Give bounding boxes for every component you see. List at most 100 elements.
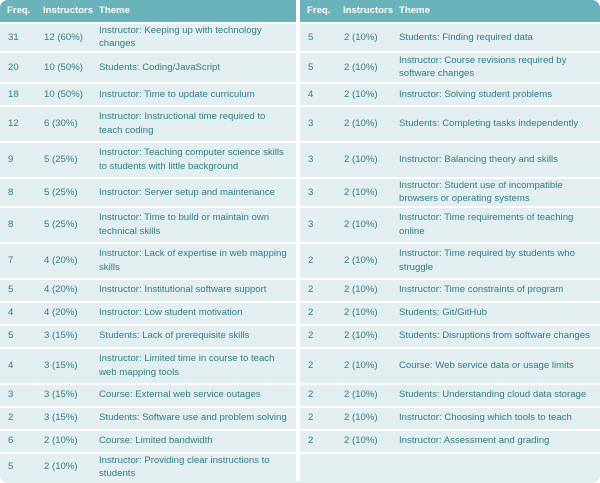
right-freq-cell: 5 <box>308 31 314 43</box>
column-gap <box>296 82 300 106</box>
left-instructors-cell: 3 (15%) <box>44 359 78 371</box>
left-instructors-cell: 5 (25%) <box>44 186 78 198</box>
right-instructors-cell: 2 (10%) <box>344 186 378 198</box>
right-theme-cell: Students: Git/GitHub <box>399 307 487 319</box>
left-theme-cell: Students: Lack of prerequisite skills <box>99 330 250 342</box>
left-instructors-cell: 2 (10%) <box>44 461 78 473</box>
empty-cell <box>300 452 600 481</box>
table-row: 7 4 (20%) Instructor: Lack of expertise in… <box>0 242 600 279</box>
left-freq-cell: 12 <box>8 118 19 130</box>
right-instructors-cell: 2 (10%) <box>344 307 378 319</box>
column-gap <box>296 347 300 384</box>
left-theme-cell: Instructor: Instructional time required … <box>99 111 266 136</box>
column-gap <box>296 105 300 142</box>
right-instructors-cell: 2 (10%) <box>344 218 378 230</box>
right-freq-cell: 5 <box>308 61 314 73</box>
left-theme-cell: Students: Software use and problem solvi… <box>99 412 287 424</box>
header-freq: Freq. <box>0 0 36 23</box>
left-theme-cell: Instructor: Time to update curriculum <box>99 88 255 100</box>
right-theme-cell: Instructor: Assessment and grading <box>399 435 550 447</box>
column-gap <box>296 452 300 481</box>
right-instructors-cell: 2 (10%) <box>344 284 378 296</box>
left-theme-cell: Instructor: Keeping up with technology c… <box>99 25 262 50</box>
right-freq-cell: 3 <box>308 118 314 130</box>
left-instructors-cell: 2 (10%) <box>44 435 78 447</box>
table-row: 3 3 (15%) Course: External web service out… <box>0 383 600 407</box>
right-instructors-cell: 2 (10%) <box>344 254 378 266</box>
left-instructors-cell: 3 (15%) <box>44 412 78 424</box>
right-theme-cell: Instructor: Solving student problems <box>399 88 553 100</box>
left-instructors-cell: 12 (60%) <box>44 31 83 43</box>
left-instructors-cell: 3 (15%) <box>44 389 78 401</box>
right-freq-cell: 2 <box>308 330 314 342</box>
column-gap <box>296 141 300 178</box>
left-theme-cell: Instructor: Providing clear instructions… <box>99 454 270 480</box>
left-instructors-cell: 10 (50%) <box>44 88 83 100</box>
left-freq-cell: 2 <box>8 412 14 424</box>
column-gap <box>296 242 300 279</box>
left-freq-cell: 8 <box>8 218 14 230</box>
right-instructors-cell: 2 (10%) <box>344 61 378 73</box>
right-instructors-cell: 2 (10%) <box>344 389 378 401</box>
right-theme-cell: Course: Web service data or usage limits <box>399 359 574 371</box>
left-freq-cell: 5 <box>8 284 14 296</box>
column-gap <box>296 301 300 325</box>
left-theme-cell: Instructor: Lack of expertise in web map… <box>99 248 287 273</box>
left-instructors-cell: 5 (25%) <box>44 218 78 230</box>
right-freq-cell: 2 <box>308 412 314 424</box>
left-freq-cell: 6 <box>8 435 14 447</box>
right-theme-cell: Instructor: Course revisions required by… <box>399 54 567 80</box>
left-instructors-cell: 10 (50%) <box>44 61 83 73</box>
table-row: 9 5 (25%) Instructor: Teaching computer sc… <box>0 141 600 178</box>
table-row: 5 2 (10%) Instructor: Providing clear inst… <box>0 452 600 481</box>
right-theme-cell: Instructor: Choosing which tools to teac… <box>399 412 572 424</box>
right-instructors-cell: 2 (10%) <box>344 118 378 130</box>
right-freq-cell: 2 <box>308 435 314 447</box>
left-freq-cell: 5 <box>8 461 14 473</box>
left-freq-cell: 20 <box>8 61 19 73</box>
left-theme-cell: Instructor: Institutional software suppo… <box>99 284 267 296</box>
right-theme-cell: Students: Finding required data <box>399 31 533 43</box>
left-freq-cell: 9 <box>8 154 14 166</box>
left-theme-cell: Instructor: Time to build or maintain ow… <box>99 212 270 237</box>
left-instructors-cell: 4 (20%) <box>44 307 78 319</box>
left-freq-cell: 5 <box>8 330 14 342</box>
column-gap <box>296 429 300 453</box>
column-gap <box>296 23 300 52</box>
right-theme-cell: Instructor: Student use of incompatible … <box>399 179 563 205</box>
table-row: 18 10 (50%) Instructor: Time to update cur… <box>0 82 600 106</box>
right-freq-cell: 4 <box>308 88 314 100</box>
left-freq-cell: 18 <box>8 88 19 100</box>
table-row: 12 6 (30%) Instructor: Instructional time … <box>0 105 600 142</box>
right-freq-cell: 2 <box>308 389 314 401</box>
left-freq-cell: 31 <box>8 31 19 43</box>
left-freq-cell: 8 <box>8 186 14 198</box>
right-theme-cell: Instructor: Time constraints of program <box>399 284 564 296</box>
left-theme-cell: Course: External web service outages <box>99 389 261 401</box>
column-gap <box>296 206 300 243</box>
right-theme-cell: Students: Disruptions from software chan… <box>399 330 590 342</box>
left-theme-cell: Instructor: Limited time in course to te… <box>99 353 275 378</box>
header-instructors-right: Instructors <box>336 0 393 23</box>
right-freq-cell: 3 <box>308 186 314 198</box>
right-freq-cell: 2 <box>308 359 314 371</box>
right-instructors-cell: 2 (10%) <box>344 435 378 447</box>
right-instructors-cell: 2 (10%) <box>344 330 378 342</box>
table-row: 2 3 (15%) Students: Software use and probl… <box>0 406 600 430</box>
header-theme-right: Theme <box>392 0 600 23</box>
column-gap <box>296 0 300 23</box>
left-freq-cell: 4 <box>8 307 14 319</box>
left-instructors-cell: 6 (30%) <box>44 118 78 130</box>
right-instructors-cell: 2 (10%) <box>344 412 378 424</box>
table-row: 6 2 (10%) Course: Limited bandwidth 2 2 (10%… <box>0 429 600 453</box>
left-instructors-cell: 4 (20%) <box>44 254 78 266</box>
table-row: 8 5 (25%) Instructor: Server setup and mai… <box>0 177 600 207</box>
right-instructors-cell: 2 (10%) <box>344 359 378 371</box>
left-instructors-cell: 4 (20%) <box>44 284 78 296</box>
column-gap <box>296 51 300 83</box>
column-gap <box>296 177 300 207</box>
table-row: 8 5 (25%) Instructor: Time to build or mai… <box>0 206 600 243</box>
right-instructors-cell: 2 (10%) <box>344 31 378 43</box>
table-row: 5 4 (20%) Instructor: Institutional softwa… <box>0 278 600 302</box>
